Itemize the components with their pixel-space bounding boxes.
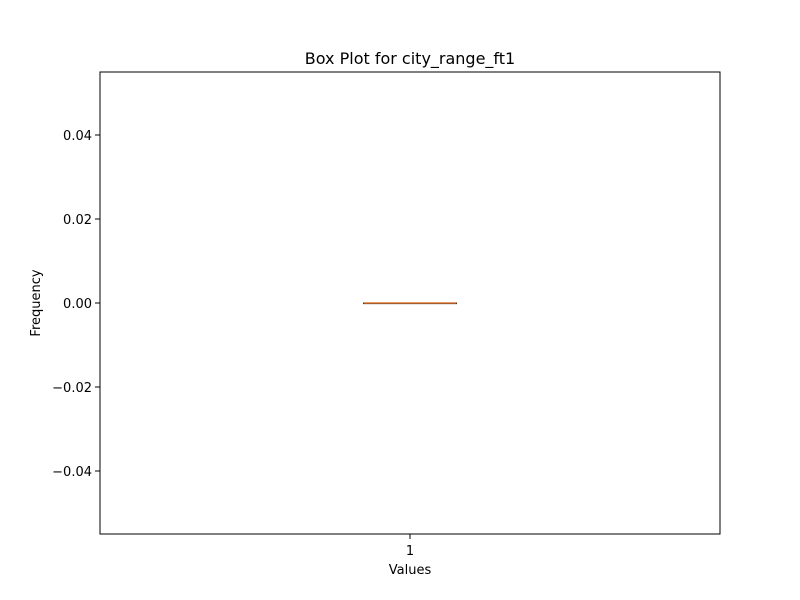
x-axis: 1 bbox=[406, 534, 414, 559]
chart-title: Box Plot for city_range_ft1 bbox=[305, 49, 515, 69]
y-axis: −0.04 −0.02 0.00 0.02 0.04 bbox=[52, 129, 100, 480]
x-tick-label: 1 bbox=[406, 544, 414, 559]
y-tick-label: −0.02 bbox=[52, 381, 92, 396]
y-axis-label: Frequency bbox=[29, 269, 44, 336]
y-tick-label: 0.04 bbox=[63, 129, 92, 144]
y-tick-label: −0.04 bbox=[52, 465, 92, 480]
y-tick-label: 0.02 bbox=[63, 213, 92, 228]
x-axis-label: Values bbox=[389, 563, 432, 578]
box-group bbox=[363, 302, 457, 305]
y-tick-label: 0.00 bbox=[63, 297, 92, 312]
